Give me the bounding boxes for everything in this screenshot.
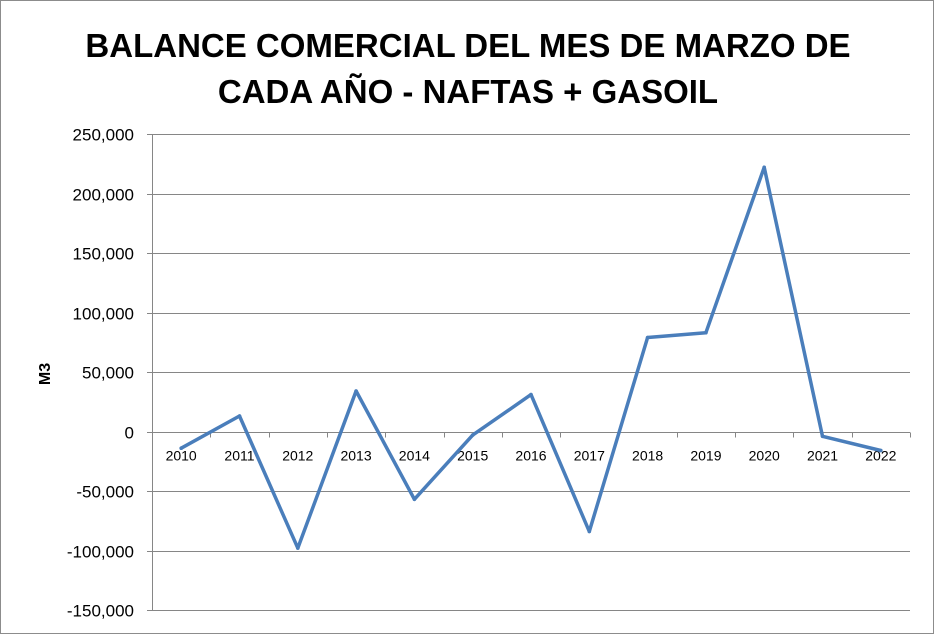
- y-tick-label: -50,000: [76, 483, 134, 502]
- x-tick-label: 2012: [282, 448, 313, 464]
- gridlines: [152, 134, 910, 611]
- data-point: [879, 448, 883, 453]
- data-point: [296, 546, 300, 550]
- data-point: [820, 434, 825, 439]
- data-point: [762, 165, 766, 170]
- x-tick-label: 2010: [166, 448, 197, 464]
- data-point: [645, 335, 650, 340]
- data-point: [179, 446, 183, 451]
- x-tick-label: 2015: [457, 448, 488, 464]
- y-tick-label: 150,000: [73, 245, 134, 264]
- chart-title-line-1: BALANCE COMERCIAL DEL MES DE MARZO DE: [85, 27, 851, 64]
- chart-title-line-2: CADA AÑO - NAFTAS + GASOIL: [217, 73, 719, 110]
- y-tick-labels: 250,000 200,000 150,000 100,000 50,000 0 -50,0…: [67, 126, 134, 621]
- data-point: [529, 392, 533, 397]
- y-tick-label: 50,000: [82, 364, 134, 383]
- x-tick-label: 2014: [399, 448, 430, 464]
- data-point: [237, 414, 242, 418]
- x-tick-label: 2011: [224, 448, 254, 464]
- x-tick-label: 2016: [515, 448, 546, 464]
- series-lines: [179, 165, 883, 550]
- data-point: [587, 529, 592, 534]
- x-tick-label: 2021: [807, 448, 838, 464]
- data-point: [412, 497, 417, 502]
- y-tick-label: 250,000: [73, 126, 134, 145]
- x-tick-label: 2013: [340, 448, 371, 464]
- x-tick-label: 2017: [574, 448, 605, 464]
- chart-title: BALANCE COMERCIAL DEL MES DE MARZO DE CA…: [1, 23, 934, 115]
- series-line: [179, 165, 883, 550]
- y-tick-label: -100,000: [67, 543, 134, 562]
- data-point: [470, 433, 475, 437]
- x-tick-label: 2022: [865, 448, 896, 464]
- x-tick-label: 2018: [632, 448, 663, 464]
- data-point: [704, 330, 708, 335]
- data-point: [354, 389, 358, 393]
- y-tick-label: -150,000: [67, 602, 134, 621]
- x-tick-labels: 2010 2011 2012 2013 2014 2015 2016 2017 2018 2019…: [166, 448, 897, 464]
- y-axis-label: M3: [37, 363, 54, 385]
- x-tick-label: 2020: [749, 448, 780, 464]
- x-tick-label: 2019: [690, 448, 721, 464]
- y-tick-label: 200,000: [73, 186, 134, 205]
- y-tick-label: 100,000: [73, 305, 134, 324]
- y-tick-label: 0: [125, 424, 134, 443]
